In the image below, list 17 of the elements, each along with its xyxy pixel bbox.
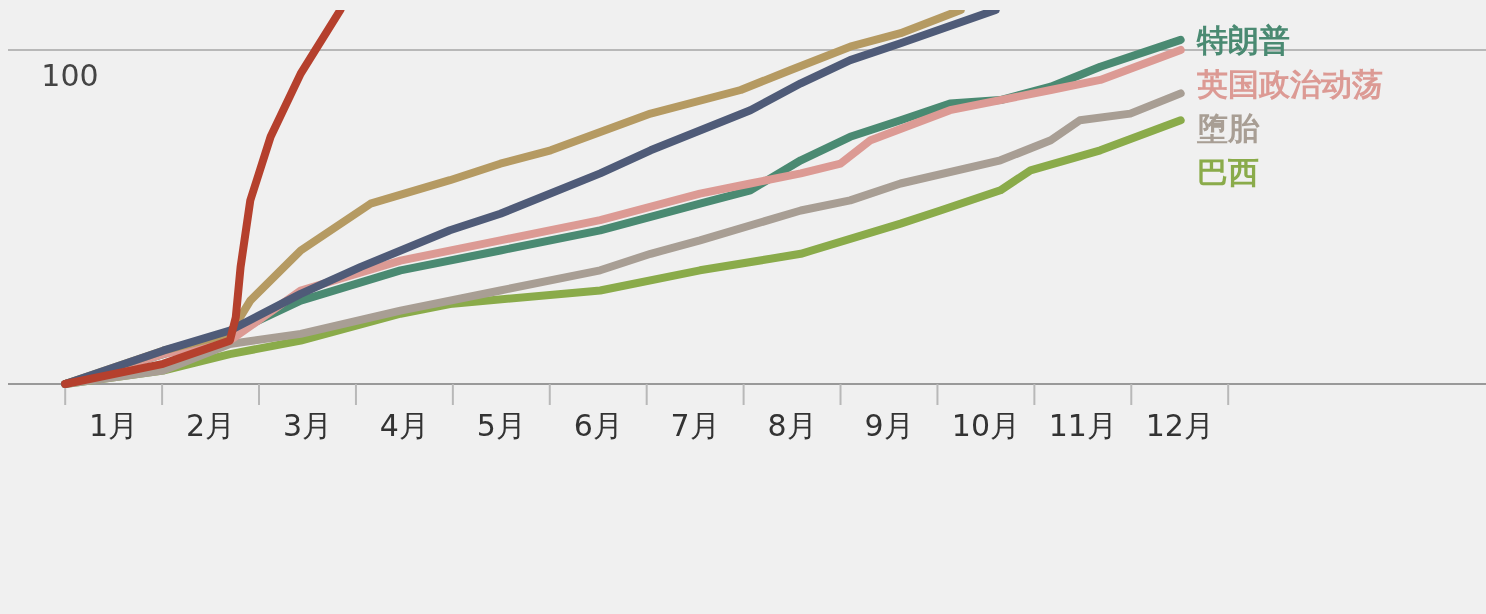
- x-tick-label: 10月: [951, 408, 1020, 443]
- series-label: 英国政治动荡: [1195, 65, 1383, 102]
- series-label: 特朗普: [1195, 21, 1290, 58]
- x-tick-label: 7月: [670, 408, 720, 443]
- x-tick-label: 9月: [864, 408, 914, 443]
- x-tick-label: 4月: [379, 408, 429, 443]
- x-tick-label: 8月: [767, 408, 817, 443]
- x-tick-label: 12月: [1145, 408, 1214, 443]
- x-tick-label: 3月: [282, 408, 333, 443]
- series-label: 堕胎: [1195, 109, 1260, 146]
- annotation: 100: [41, 58, 99, 94]
- x-tick-label: 1月: [89, 408, 139, 443]
- x-tick-label: 6月: [573, 408, 623, 443]
- series-label: 巴西: [1196, 153, 1259, 190]
- x-tick-label: 11月: [1048, 408, 1117, 443]
- x-tick-label: 2月: [186, 408, 236, 443]
- x-tick-label: 5月: [476, 408, 526, 443]
